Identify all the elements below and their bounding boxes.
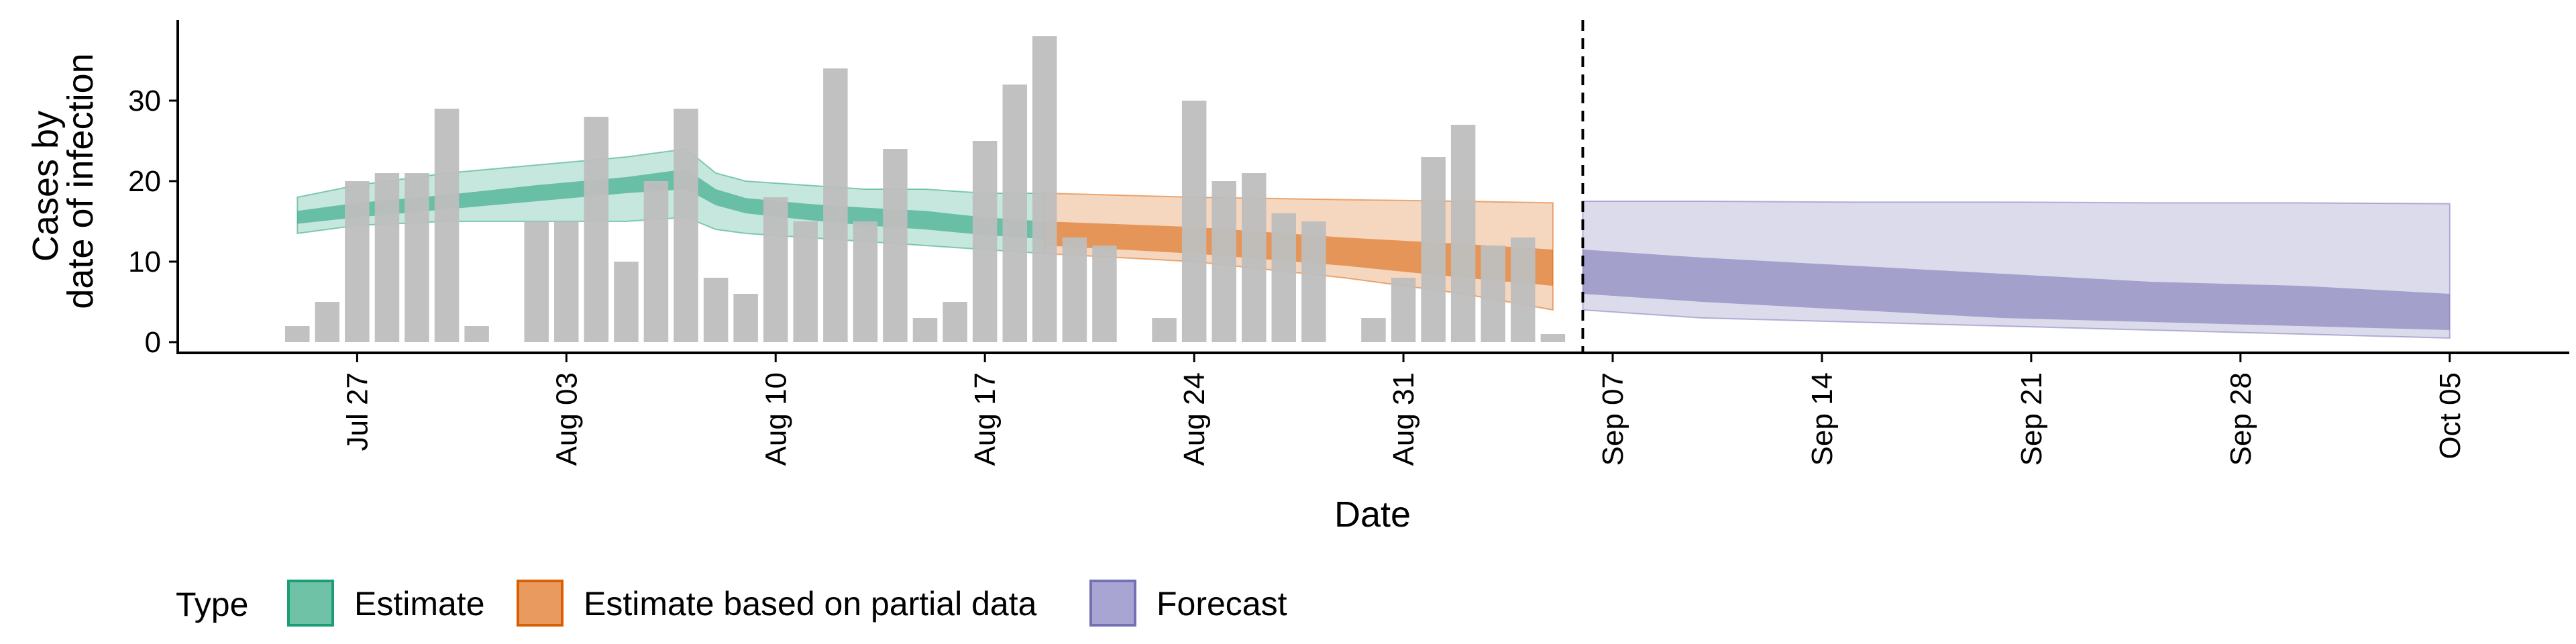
bar-14 (733, 294, 758, 342)
x-tick-label-9: Sep 28 (2224, 372, 2257, 466)
bar-25 (1062, 237, 1087, 342)
bar-36 (1450, 125, 1476, 342)
legend-title: Type (176, 586, 248, 623)
y-axis-title-line-1: Cases by (25, 111, 66, 262)
bar-20 (912, 318, 938, 342)
bar-17 (823, 68, 848, 342)
bar-3 (374, 173, 400, 342)
bar-12 (674, 109, 698, 342)
y-tick-label-2: 20 (128, 165, 161, 198)
legend-label-0: Estimate (354, 585, 485, 623)
x-tick-label-5: Aug 31 (1387, 372, 1420, 466)
bar-30 (1242, 173, 1267, 342)
bar-38 (1511, 237, 1536, 342)
y-axis-title-line-2: date of infection (60, 53, 101, 309)
legend-swatch-2 (1089, 580, 1136, 627)
x-tick-label-2: Aug 10 (759, 372, 792, 466)
bar-15 (763, 197, 788, 342)
bar-21 (943, 302, 967, 342)
legend: Type Estimate Estimate based on partial d… (176, 580, 1287, 627)
bar-0 (285, 326, 310, 342)
bar-10 (614, 262, 639, 342)
bar-24 (1032, 36, 1057, 342)
bar-29 (1212, 181, 1236, 342)
x-tick-label-4: Aug 24 (1178, 372, 1211, 466)
bar-32 (1301, 221, 1326, 342)
bar-9 (584, 117, 609, 342)
y-ticks: 0 10 20 30 (128, 85, 178, 359)
bar-13 (703, 278, 729, 342)
x-axis-title: Date (1334, 494, 1411, 535)
bar-28 (1181, 101, 1207, 342)
bar-19 (883, 149, 908, 342)
bar-22 (972, 141, 998, 342)
bar-8 (554, 221, 579, 342)
bar-16 (793, 221, 818, 342)
bar-23 (1002, 85, 1027, 342)
bar-11 (643, 181, 669, 342)
bar-26 (1092, 246, 1117, 342)
bar-1 (315, 302, 339, 342)
bar-33 (1361, 318, 1386, 342)
bar-5 (434, 109, 460, 342)
y-tick-label-1: 10 (128, 246, 161, 278)
bar-4 (405, 173, 429, 342)
legend-swatch-0 (287, 580, 334, 627)
legend-swatch-1 (517, 580, 564, 627)
case-bars (285, 36, 1566, 342)
x-tick-label-3: Aug 17 (969, 372, 1002, 466)
bar-18 (853, 221, 878, 342)
x-tick-label-8: Sep 21 (2015, 372, 2048, 466)
y-tick-label-0: 0 (145, 326, 161, 359)
y-axis-title: Cases by date of infection (25, 53, 101, 309)
x-tick-label-6: Sep 07 (1597, 372, 1629, 466)
bar-35 (1421, 157, 1446, 342)
bar-6 (464, 326, 489, 342)
bar-7 (524, 221, 549, 342)
legend-label-2: Forecast (1157, 585, 1287, 623)
x-tick-label-0: Jul 27 (341, 372, 374, 451)
x-ticks: Jul 27 Aug 03 Aug 10 Aug 17 Aug 24 Aug 31 Sep … (341, 353, 2467, 466)
legend-label-1: Estimate based on partial data (584, 585, 1037, 623)
y-tick-label-3: 30 (128, 85, 161, 117)
x-tick-label-7: Sep 14 (1806, 372, 1839, 466)
bar-2 (345, 181, 370, 342)
axes (176, 20, 2569, 354)
x-tick-label-10: Oct 05 (2434, 372, 2467, 460)
bar-27 (1152, 318, 1177, 342)
bar-34 (1391, 278, 1416, 342)
bar-39 (1540, 334, 1566, 342)
band-inner-2 (1582, 250, 2450, 330)
bar-37 (1481, 246, 1505, 342)
bar-31 (1271, 213, 1296, 342)
x-tick-label-1: Aug 03 (550, 372, 583, 466)
